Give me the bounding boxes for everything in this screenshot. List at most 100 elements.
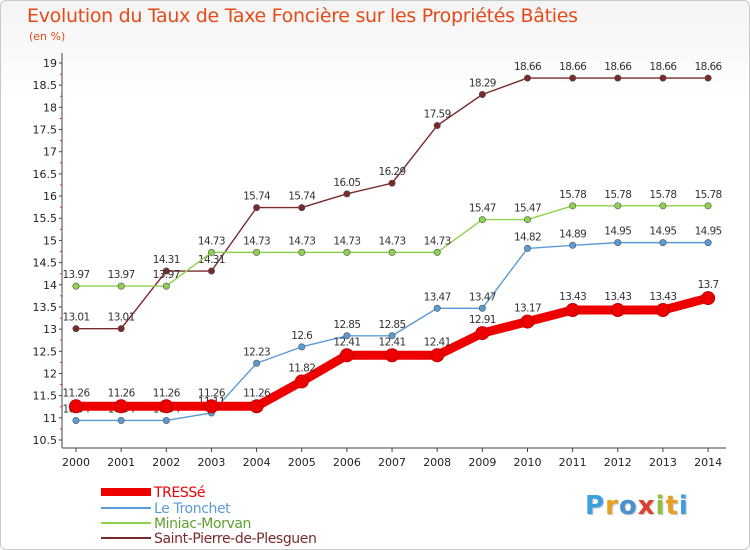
y-tick-label: 17.5 <box>33 124 58 137</box>
data-label: 15.78 <box>649 189 676 201</box>
data-point <box>385 348 400 363</box>
data-point <box>343 248 351 256</box>
data-point <box>298 343 306 351</box>
data-point <box>614 74 622 82</box>
y-tick-label: 19 <box>43 57 57 70</box>
data-label: 13.97 <box>153 269 180 281</box>
y-tick-label: 18 <box>43 101 57 114</box>
data-point <box>614 202 622 210</box>
data-label: 15.74 <box>243 191 271 203</box>
data-label: 11.26 <box>243 387 271 399</box>
data-label: 14.95 <box>695 226 722 238</box>
data-point <box>388 248 396 256</box>
data-point <box>701 291 716 306</box>
data-label: 15.78 <box>559 189 586 201</box>
data-point <box>298 248 306 256</box>
data-label: 13.01 <box>108 312 135 324</box>
legend-label: Le Tronchet <box>154 501 231 517</box>
data-point <box>162 267 170 275</box>
data-point <box>430 348 445 363</box>
y-tick-label: 11.5 <box>33 390 58 403</box>
data-label: 13.47 <box>469 291 496 303</box>
data-point <box>610 303 625 318</box>
data-point <box>520 314 535 329</box>
y-tick-label: 15.5 <box>33 212 58 225</box>
logo-letter: o <box>618 491 638 521</box>
data-point <box>162 416 170 424</box>
logo-letter: t <box>665 491 679 521</box>
legend-label: Miniac-Morvan <box>154 516 251 532</box>
y-tick-label: 18.5 <box>33 79 58 92</box>
data-label: 14.82 <box>514 231 541 243</box>
data-label: 11.82 <box>288 362 315 374</box>
data-point <box>523 74 531 82</box>
x-tick-label: 2013 <box>649 456 677 469</box>
data-label: 16.29 <box>379 166 406 178</box>
data-point <box>569 74 577 82</box>
data-label: 16.05 <box>333 177 360 189</box>
data-point <box>433 304 441 312</box>
x-tick-label: 2007 <box>378 456 406 469</box>
data-label: 15.47 <box>469 203 496 215</box>
x-tick-label: 2003 <box>197 456 225 469</box>
data-point <box>569 202 577 210</box>
data-label: 18.66 <box>559 61 587 73</box>
data-label: 18.66 <box>649 61 677 73</box>
data-point <box>253 359 261 367</box>
data-point <box>565 303 580 318</box>
data-label: 18.66 <box>604 61 632 73</box>
x-tick-label: 2009 <box>468 456 496 469</box>
data-label: 18.66 <box>695 61 723 73</box>
series-miniac-morvan: 13.97 13.97 13.97 14.73 14.73 14.73 14.73 14.73… <box>62 189 722 290</box>
data-point <box>298 204 306 212</box>
x-tick-label: 2010 <box>514 456 542 469</box>
x-tick-label: 2004 <box>243 456 271 469</box>
data-label: 14.73 <box>198 235 225 247</box>
data-point <box>523 244 531 252</box>
legend-label: TRESSé <box>153 485 205 501</box>
data-label: 12.85 <box>333 319 360 331</box>
logo-letter: r <box>605 491 619 521</box>
y-tick-label: 11 <box>43 412 57 425</box>
data-point <box>72 282 80 290</box>
data-label: 12.41 <box>379 336 406 348</box>
data-point <box>72 325 80 333</box>
data-label: 15.47 <box>514 203 541 215</box>
legend-label: Saint-Pierre-de-Plesguen <box>154 531 316 547</box>
y-tick-label: 17 <box>43 146 57 159</box>
data-point <box>114 399 129 414</box>
data-point <box>659 74 667 82</box>
x-tick-label: 2005 <box>288 456 316 469</box>
data-label: 13.43 <box>649 291 676 303</box>
y-tick-label: 12.5 <box>33 345 58 358</box>
data-point <box>704 74 712 82</box>
data-point <box>659 239 667 247</box>
data-point <box>433 248 441 256</box>
data-point <box>433 122 441 130</box>
data-label: 14.73 <box>243 235 270 247</box>
chart-title: Evolution du Taux de Taxe Foncière sur l… <box>27 5 578 27</box>
y-tick-label: 16.5 <box>33 168 58 181</box>
data-point <box>659 202 667 210</box>
y-tick-label: 13.5 <box>33 301 58 314</box>
y-unit-label: (en %) <box>29 30 66 43</box>
data-point <box>478 216 486 224</box>
data-point <box>72 416 80 424</box>
data-label: 14.31 <box>153 254 180 266</box>
y-tick-label: 15 <box>43 234 57 247</box>
x-tick-label: 2001 <box>107 456 135 469</box>
logo-letter: i <box>678 491 689 521</box>
logo-letter: P <box>585 491 606 521</box>
data-label: 14.95 <box>649 226 676 238</box>
data-point <box>704 202 712 210</box>
data-label: 11.26 <box>153 387 181 399</box>
data-point <box>343 332 351 340</box>
data-point <box>253 248 261 256</box>
y-tick-label: 14.5 <box>33 257 58 270</box>
data-point <box>478 90 486 98</box>
data-point <box>117 325 125 333</box>
series-tress-: 11.26 11.26 11.26 11.26 11.26 11.82 12.41 12.41… <box>62 279 719 414</box>
data-label: 13.43 <box>604 291 631 303</box>
